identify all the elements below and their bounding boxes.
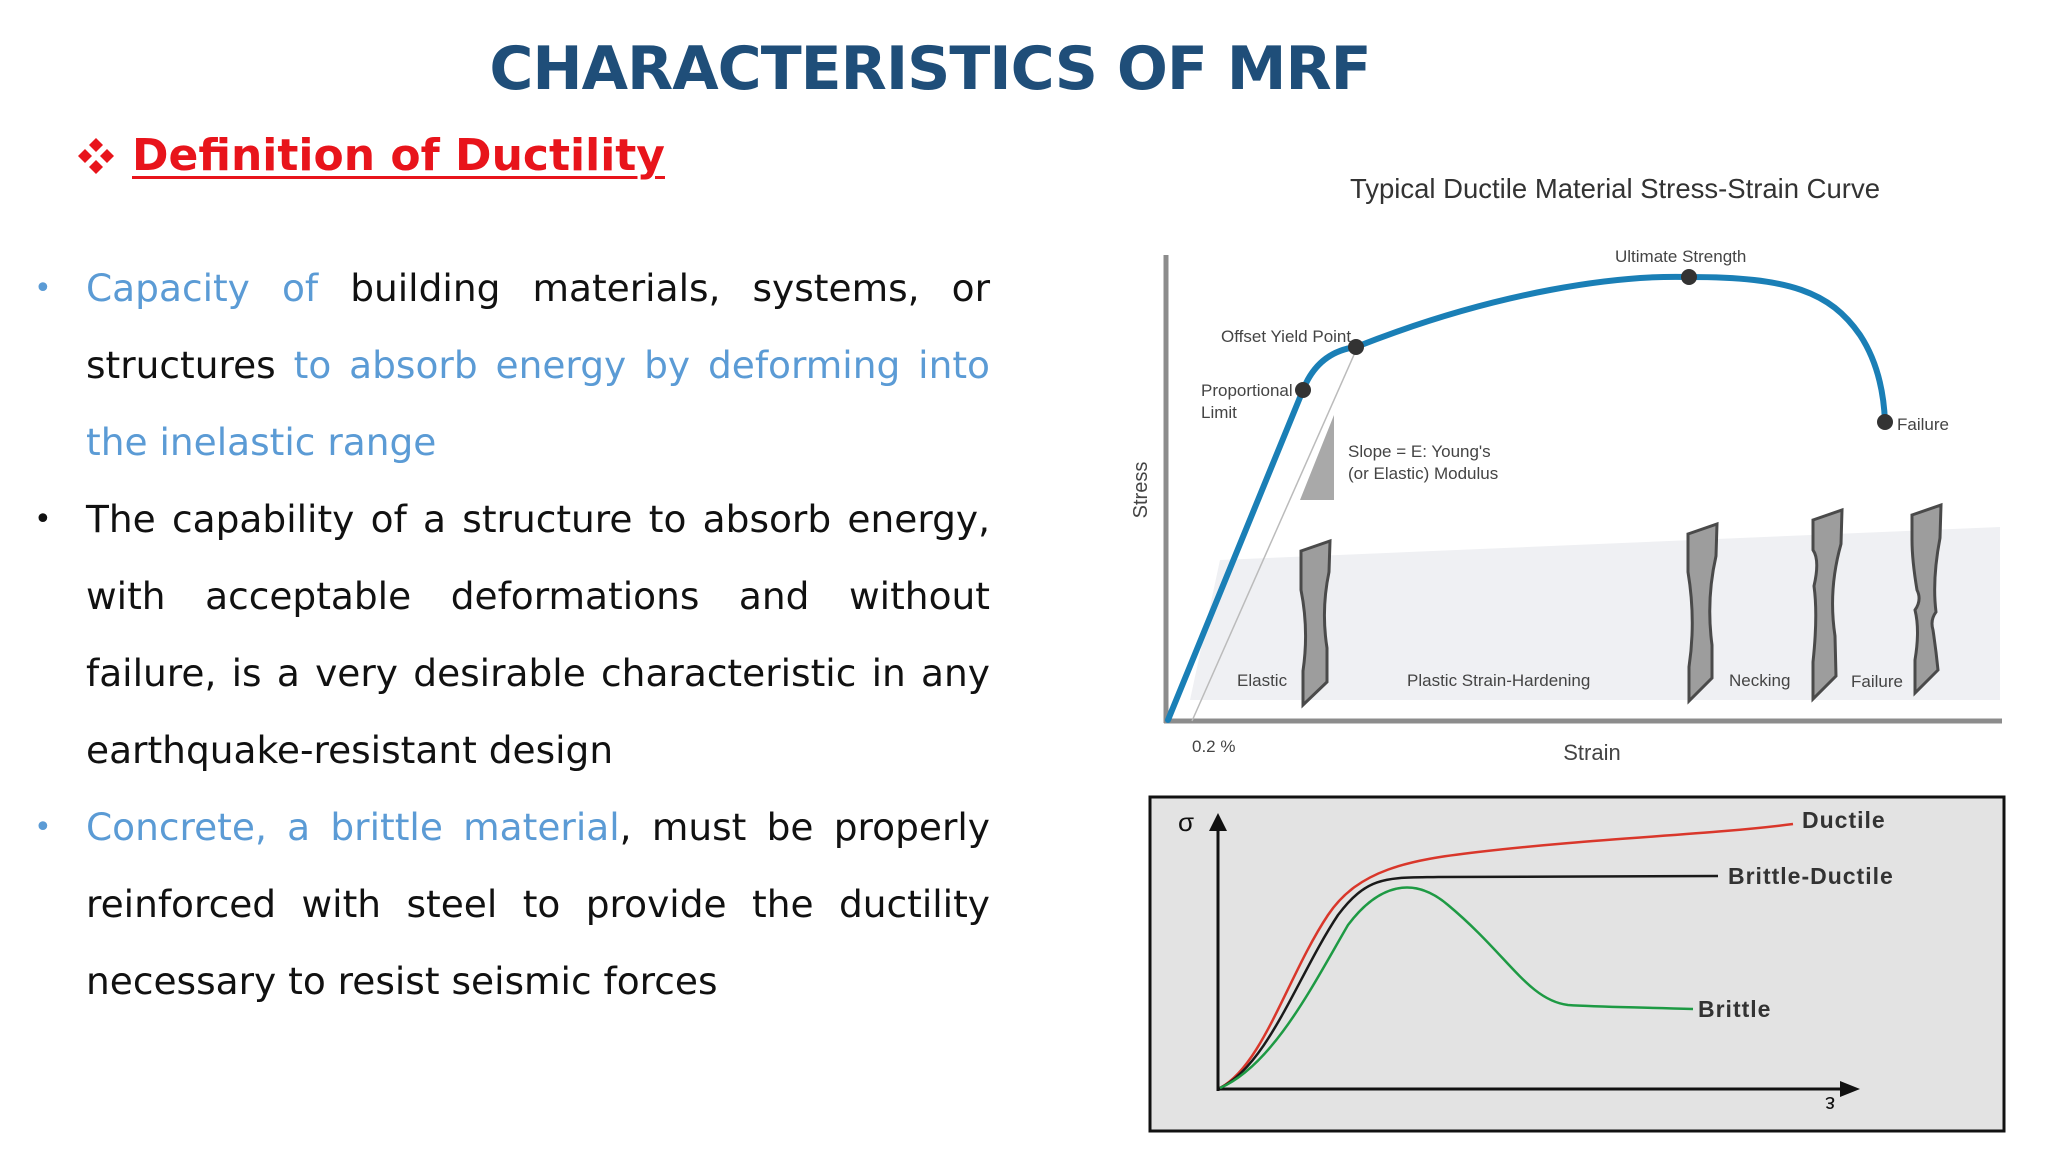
epsilon-axis-arrow: [1840, 1081, 1860, 1097]
curve-brittle-ductile: [1219, 874, 1719, 1090]
region-label-elastic: Elastic: [1237, 671, 1288, 690]
section-heading: Definition of Ductility: [76, 130, 665, 181]
y-axis-label: Stress: [1130, 462, 1152, 519]
epsilon-label: ε: [1825, 1092, 1835, 1117]
slope-triangle: [1300, 415, 1334, 500]
failure-point: [1877, 414, 1893, 430]
bullet-item: • Capacity of building materials, system…: [34, 250, 990, 481]
offset-yield-label: Offset Yield Point: [1221, 327, 1351, 346]
bullet-dot-icon: •: [34, 810, 52, 845]
bullet-text: , must be properly reinforced with steel…: [86, 805, 991, 1003]
bullet-text-highlight: to absorb energy by deforming into the i…: [86, 343, 990, 464]
section-heading-text: Definition of Ductility: [132, 130, 665, 181]
bullet-dot-icon: •: [34, 271, 52, 306]
slope-note-line: (or Elastic) Modulus: [1348, 464, 1498, 483]
sigma-axis-arrow: [1209, 813, 1227, 831]
failure-label: Failure: [1897, 415, 1949, 434]
proportional-limit-point: [1295, 382, 1311, 398]
slide-title: CHARACTERISTICS OF MRF: [489, 34, 1371, 104]
comparison-frame: [1148, 795, 2006, 1133]
offset-yield-point: [1348, 339, 1364, 355]
offset-label: 0.2 %: [1192, 737, 1235, 756]
bullet-text: The capability of a structure to absorb …: [86, 497, 990, 772]
ultimate-strength-point: [1681, 269, 1697, 285]
region-label-plastic: Plastic Strain-Hardening: [1407, 671, 1590, 690]
bullet-text-highlight: Capacity of: [86, 266, 351, 310]
offset-line: [1191, 347, 1358, 722]
specimen-failure: [1910, 502, 1943, 697]
specimen-strain-hardening: [1686, 521, 1719, 705]
slope-note-line: Slope = E: Young's: [1348, 442, 1491, 461]
region-label-failure: Failure: [1851, 672, 1903, 691]
stress-strain-diagram: Typical Ductile Material Stress-Strain C…: [1130, 173, 2002, 765]
bullet-text-highlight: Concrete, a brittle material: [86, 805, 620, 849]
label-ductile: Ductile: [1802, 807, 1886, 833]
bullet-item: • Concrete, a brittle material, must be …: [34, 789, 990, 1020]
label-brittle-ductile: Brittle-Ductile: [1728, 863, 1894, 889]
x-axis-label: Strain: [1563, 740, 1620, 765]
bullet-dot-icon: •: [34, 502, 52, 537]
label-brittle: Brittle: [1698, 996, 1771, 1022]
region-band: [1190, 527, 2000, 700]
bullet-text: building materials, systems, or structur…: [86, 266, 990, 387]
proportional-limit-label: Proportional Limit: [1201, 381, 1297, 422]
diagram-title: Typical Ductile Material Stress-Strain C…: [1350, 173, 1880, 204]
bullet-item: • The capability of a structure to absor…: [34, 481, 990, 789]
specimen-necking: [1811, 507, 1844, 703]
slope-note: Slope = E: Young's (or Elastic) Modulus: [1348, 442, 1498, 483]
ultimate-strength-label: Ultimate Strength: [1615, 247, 1746, 266]
proportional-limit-label-line: Proportional: [1201, 381, 1293, 400]
region-label-necking: Necking: [1729, 671, 1790, 690]
curve-brittle: [1219, 886, 1694, 1090]
bullet-list: • Capacity of building materials, system…: [34, 250, 990, 1020]
ductility-comparison-diagram: σ ε Ductile Brittle-Ductile Brittle: [1148, 795, 2006, 1133]
curve-ductile: [1219, 822, 1794, 1090]
diamond-bullet-icon: [78, 137, 114, 174]
specimen-elastic: [1299, 538, 1332, 709]
proportional-limit-label-line: Limit: [1201, 403, 1237, 422]
sigma-label: σ: [1178, 807, 1194, 837]
